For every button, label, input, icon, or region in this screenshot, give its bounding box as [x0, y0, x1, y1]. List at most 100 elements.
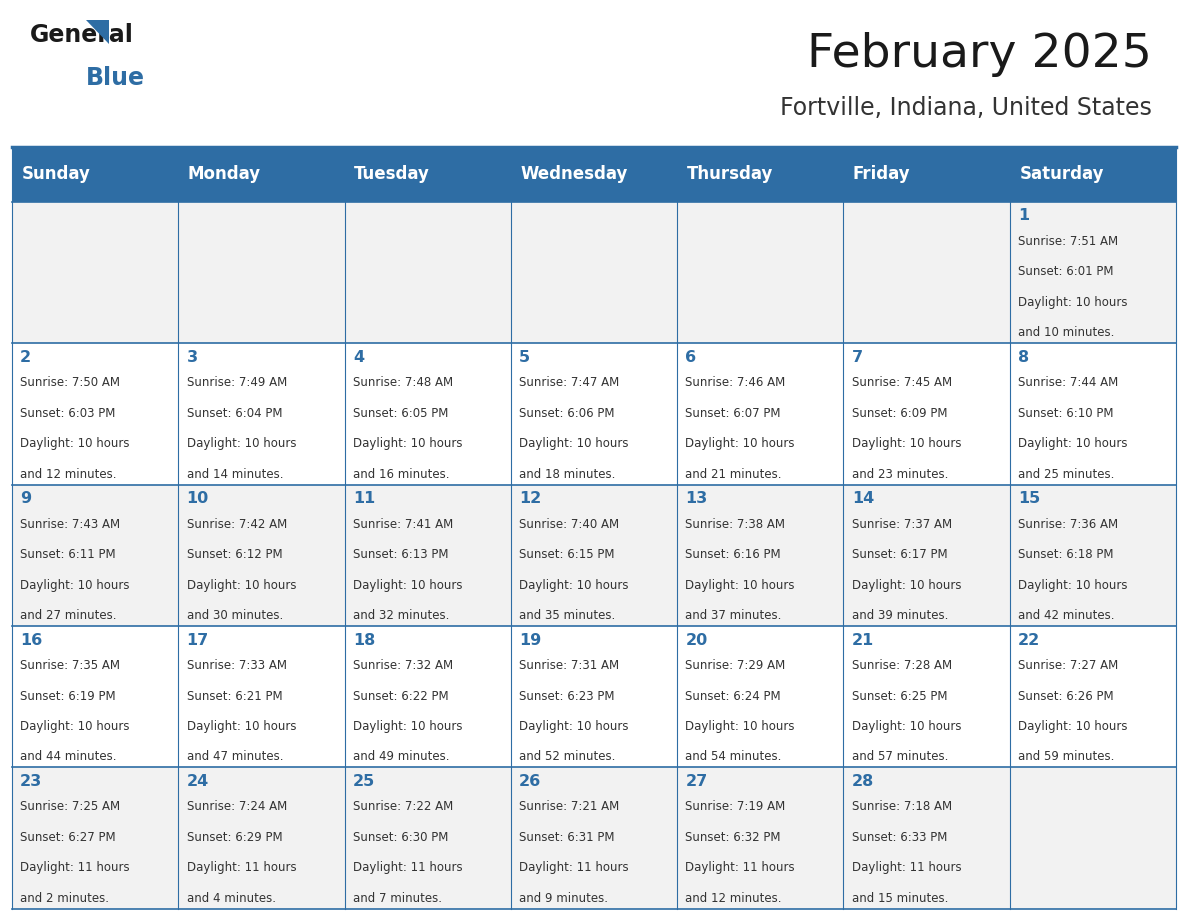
- Text: and 16 minutes.: and 16 minutes.: [353, 467, 449, 480]
- Text: 6: 6: [685, 350, 696, 364]
- Text: Daylight: 10 hours: Daylight: 10 hours: [519, 437, 628, 450]
- Text: Daylight: 11 hours: Daylight: 11 hours: [852, 861, 961, 874]
- Bar: [843, 626, 1010, 767]
- Bar: [178, 767, 345, 909]
- Text: Sunset: 6:15 PM: Sunset: 6:15 PM: [519, 548, 614, 561]
- Text: Daylight: 10 hours: Daylight: 10 hours: [353, 437, 462, 450]
- Text: Sunset: 6:22 PM: Sunset: 6:22 PM: [353, 689, 448, 702]
- Text: and 9 minutes.: and 9 minutes.: [519, 891, 608, 904]
- Text: February 2025: February 2025: [808, 32, 1152, 77]
- Text: Daylight: 10 hours: Daylight: 10 hours: [1018, 296, 1127, 308]
- Text: Sunset: 6:27 PM: Sunset: 6:27 PM: [20, 831, 115, 844]
- Bar: [843, 767, 1010, 909]
- Text: 10: 10: [187, 491, 209, 506]
- Bar: [843, 147, 1010, 202]
- Text: Daylight: 10 hours: Daylight: 10 hours: [187, 578, 296, 591]
- Text: and 49 minutes.: and 49 minutes.: [353, 750, 449, 763]
- Text: 8: 8: [1018, 350, 1029, 364]
- Text: Daylight: 10 hours: Daylight: 10 hours: [519, 720, 628, 733]
- Text: Daylight: 11 hours: Daylight: 11 hours: [187, 861, 296, 874]
- Text: 20: 20: [685, 633, 708, 647]
- Bar: [1010, 343, 1176, 485]
- Text: Sunset: 6:21 PM: Sunset: 6:21 PM: [187, 689, 282, 702]
- Text: Sunset: 6:07 PM: Sunset: 6:07 PM: [685, 407, 781, 420]
- Text: Fortville, Indiana, United States: Fortville, Indiana, United States: [781, 96, 1152, 120]
- Text: 15: 15: [1018, 491, 1041, 506]
- Bar: [1010, 485, 1176, 626]
- Text: Daylight: 10 hours: Daylight: 10 hours: [20, 437, 129, 450]
- Text: and 42 minutes.: and 42 minutes.: [1018, 609, 1114, 621]
- Bar: [843, 343, 1010, 485]
- Bar: [1010, 202, 1176, 343]
- Bar: [511, 626, 677, 767]
- Text: Sunrise: 7:22 AM: Sunrise: 7:22 AM: [353, 800, 453, 813]
- Text: Daylight: 10 hours: Daylight: 10 hours: [353, 720, 462, 733]
- Text: Daylight: 11 hours: Daylight: 11 hours: [519, 861, 628, 874]
- Text: 5: 5: [519, 350, 530, 364]
- Bar: [178, 626, 345, 767]
- Text: Sunrise: 7:29 AM: Sunrise: 7:29 AM: [685, 659, 785, 672]
- Text: Daylight: 10 hours: Daylight: 10 hours: [20, 578, 129, 591]
- Text: and 37 minutes.: and 37 minutes.: [685, 609, 782, 621]
- Text: Daylight: 10 hours: Daylight: 10 hours: [685, 720, 795, 733]
- Text: Sunrise: 7:42 AM: Sunrise: 7:42 AM: [187, 518, 286, 531]
- Text: and 52 minutes.: and 52 minutes.: [519, 750, 615, 763]
- Bar: [345, 202, 511, 343]
- Bar: [677, 626, 843, 767]
- Text: Sunrise: 7:21 AM: Sunrise: 7:21 AM: [519, 800, 619, 813]
- Bar: [677, 767, 843, 909]
- Text: Sunset: 6:11 PM: Sunset: 6:11 PM: [20, 548, 115, 561]
- Text: 17: 17: [187, 633, 209, 647]
- Bar: [1010, 767, 1176, 909]
- Text: Sunset: 6:05 PM: Sunset: 6:05 PM: [353, 407, 448, 420]
- Text: Sunrise: 7:51 AM: Sunrise: 7:51 AM: [1018, 235, 1118, 248]
- Bar: [178, 147, 345, 202]
- Text: and 27 minutes.: and 27 minutes.: [20, 609, 116, 621]
- Text: Daylight: 11 hours: Daylight: 11 hours: [353, 861, 462, 874]
- Bar: [677, 147, 843, 202]
- Text: 21: 21: [852, 633, 874, 647]
- Text: and 47 minutes.: and 47 minutes.: [187, 750, 283, 763]
- Text: Daylight: 10 hours: Daylight: 10 hours: [685, 437, 795, 450]
- Text: Daylight: 10 hours: Daylight: 10 hours: [519, 578, 628, 591]
- Bar: [12, 147, 178, 202]
- Text: 28: 28: [852, 774, 874, 789]
- Bar: [12, 343, 178, 485]
- Text: Thursday: Thursday: [687, 165, 773, 184]
- Text: Sunset: 6:30 PM: Sunset: 6:30 PM: [353, 831, 448, 844]
- Text: 3: 3: [187, 350, 197, 364]
- Text: 4: 4: [353, 350, 364, 364]
- Text: Sunrise: 7:38 AM: Sunrise: 7:38 AM: [685, 518, 785, 531]
- Text: 27: 27: [685, 774, 708, 789]
- Text: and 32 minutes.: and 32 minutes.: [353, 609, 449, 621]
- Text: Sunrise: 7:46 AM: Sunrise: 7:46 AM: [685, 376, 785, 389]
- Text: Daylight: 10 hours: Daylight: 10 hours: [187, 720, 296, 733]
- Text: Sunrise: 7:24 AM: Sunrise: 7:24 AM: [187, 800, 286, 813]
- Text: Daylight: 10 hours: Daylight: 10 hours: [20, 720, 129, 733]
- Text: Sunrise: 7:25 AM: Sunrise: 7:25 AM: [20, 800, 120, 813]
- Bar: [677, 343, 843, 485]
- Text: Daylight: 10 hours: Daylight: 10 hours: [852, 578, 961, 591]
- Text: Daylight: 10 hours: Daylight: 10 hours: [1018, 720, 1127, 733]
- Bar: [345, 485, 511, 626]
- Text: and 7 minutes.: and 7 minutes.: [353, 891, 442, 904]
- Text: Sunday: Sunday: [21, 165, 90, 184]
- Text: and 18 minutes.: and 18 minutes.: [519, 467, 615, 480]
- Text: Daylight: 10 hours: Daylight: 10 hours: [1018, 578, 1127, 591]
- Text: 19: 19: [519, 633, 542, 647]
- Text: and 25 minutes.: and 25 minutes.: [1018, 467, 1114, 480]
- Text: and 2 minutes.: and 2 minutes.: [20, 891, 109, 904]
- Text: Sunset: 6:24 PM: Sunset: 6:24 PM: [685, 689, 781, 702]
- Text: Sunrise: 7:44 AM: Sunrise: 7:44 AM: [1018, 376, 1118, 389]
- Text: Sunrise: 7:50 AM: Sunrise: 7:50 AM: [20, 376, 120, 389]
- Text: 25: 25: [353, 774, 375, 789]
- Text: Sunrise: 7:31 AM: Sunrise: 7:31 AM: [519, 659, 619, 672]
- Text: 18: 18: [353, 633, 375, 647]
- Text: and 4 minutes.: and 4 minutes.: [187, 891, 276, 904]
- Text: and 44 minutes.: and 44 minutes.: [20, 750, 116, 763]
- Text: Saturday: Saturday: [1019, 165, 1104, 184]
- Text: Sunset: 6:01 PM: Sunset: 6:01 PM: [1018, 265, 1113, 278]
- Text: Sunrise: 7:19 AM: Sunrise: 7:19 AM: [685, 800, 785, 813]
- Text: and 59 minutes.: and 59 minutes.: [1018, 750, 1114, 763]
- Text: Sunrise: 7:47 AM: Sunrise: 7:47 AM: [519, 376, 619, 389]
